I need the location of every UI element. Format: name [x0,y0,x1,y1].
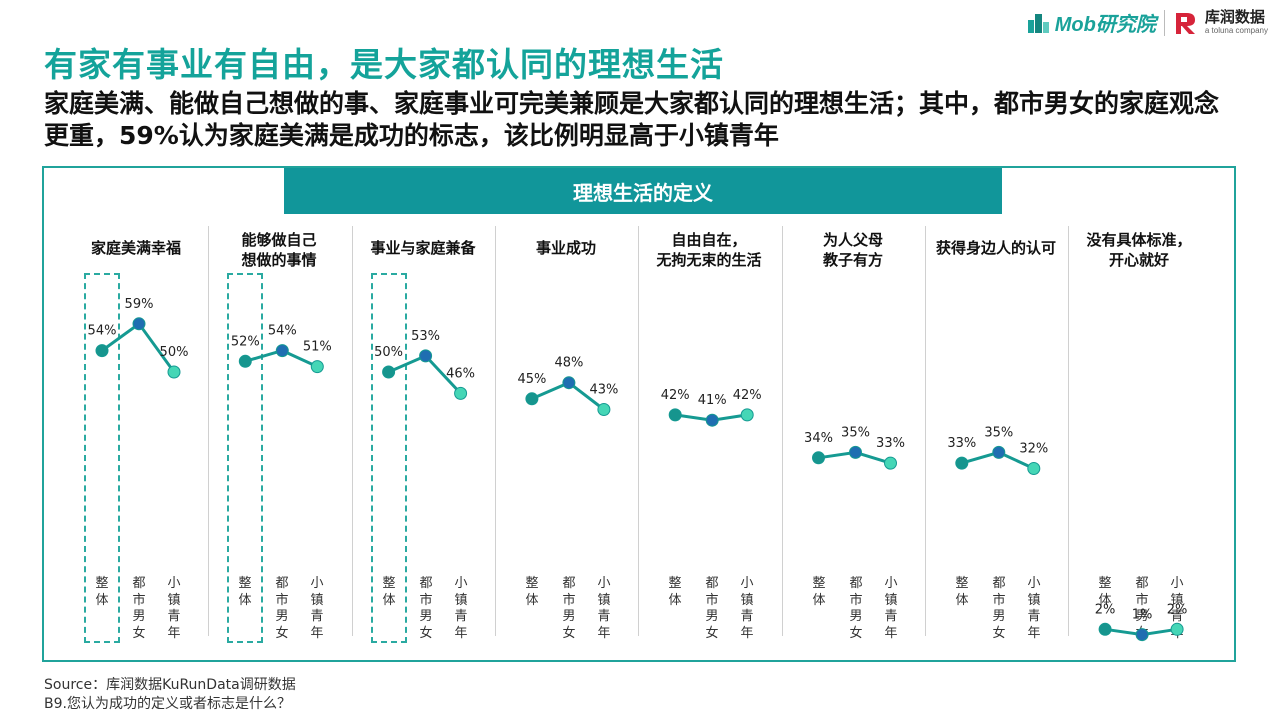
panel-title-line: 自由自在， [671,231,747,249]
panel-separator [638,226,639,636]
page-subtitle: 家庭美满、能做自己想做的事、家庭事业可完美兼顾是大家都认同的理想生活；其中，都市… [44,89,1220,150]
overall-highlight-box [227,273,263,643]
panel-separator [782,226,783,636]
kurun-logo-en: a toluna company [1204,26,1268,35]
panel-title: 获得身边人的认可 [925,238,1067,258]
x-category-label: 小镇青年 [454,576,468,641]
kurun-r-icon [1175,12,1195,34]
panel-title: 家庭美满幸福 [65,238,207,258]
x-category-label: 整体 [95,576,109,608]
x-category-label: 小镇青年 [740,576,754,641]
x-category-label: 整体 [812,576,826,608]
kurun-logo: 库润数据 a toluna company [1173,10,1268,36]
panel-separator [925,226,926,636]
panel-title-line: 家庭美满幸福 [90,239,181,257]
panel-title: 自由自在， 无拘无束的生活 [638,230,780,270]
panel-separator [1068,226,1069,636]
panel-title-line: 想做的事情 [241,251,317,269]
mob-building-icon [1027,13,1049,33]
source-line: Source：库润数据KuRunData调研数据 [44,677,296,693]
source-note: Source：库润数据KuRunData调研数据 B9.您认为成功的定义或者标志… [44,676,296,714]
mob-logo: Mob研究院 [1027,8,1156,37]
x-category-label: 小镇青年 [884,576,898,641]
panel-title-line: 事业与家庭兼备 [370,239,476,257]
x-category-label: 都市男女 [562,576,576,641]
page-title: 有家有事业有自由，是大家都认同的理想生活 [44,45,724,84]
panel-title-line: 开心就好 [1108,251,1169,269]
panel-title-line: 没有具体标准， [1086,231,1192,249]
overall-highlight-box [84,273,120,643]
logo-area: Mob研究院 库润数据 a toluna company [1027,8,1268,37]
panel-title-line: 无拘无束的生活 [656,251,762,269]
panel-separator [495,226,496,636]
panel-title-line: 获得身边人的认可 [935,239,1056,257]
x-category-label: 都市男女 [705,576,719,641]
mob-logo-text: Mob研究院 [1054,14,1156,36]
x-category-label: 都市男女 [419,576,433,641]
kurun-logo-cn: 库润数据 [1204,8,1265,26]
x-category-label: 整体 [668,576,682,608]
x-category-label: 都市男女 [275,576,289,641]
logo-divider [1163,9,1165,36]
panel-title: 能够做自己想做的事情 [208,230,350,270]
x-category-label: 整体 [1098,576,1112,608]
x-category-label: 小镇青年 [167,576,181,641]
panel-title: 事业与家庭兼备 [352,238,494,258]
panel-title-line: 能够做自己 [241,231,317,249]
x-category-label: 整体 [525,576,539,608]
x-category-label: 都市男女 [992,576,1006,641]
x-category-label: 整体 [955,576,969,608]
panel-title-line: 为人父母 [822,231,883,249]
overall-highlight-box [371,273,407,643]
panel-title: 没有具体标准， 开心就好 [1068,230,1210,270]
x-category-label: 小镇青年 [597,576,611,641]
x-category-label: 都市男女 [1135,576,1149,641]
chart-frame [42,166,1236,662]
panel-title-line: 教子有方 [822,251,883,269]
panel-title: 为人父母 教子有方 [782,230,924,270]
panel-separator [352,226,353,636]
x-category-label: 小镇青年 [1027,576,1041,641]
x-category-label: 都市男女 [132,576,146,641]
panel-title-line: 事业成功 [535,239,596,257]
x-category-label: 整体 [382,576,396,608]
panel-separator [208,226,209,636]
x-category-label: 小镇青年 [310,576,324,641]
panel-title: 事业成功 [495,238,637,258]
x-category-label: 小镇青年 [1170,576,1184,641]
chart-band-title: 理想生活的定义 [284,168,1002,214]
x-category-label: 整体 [238,576,252,608]
question-line: B9.您认为成功的定义或者标志是什么？ [44,696,291,712]
x-category-label: 都市男女 [849,576,863,641]
